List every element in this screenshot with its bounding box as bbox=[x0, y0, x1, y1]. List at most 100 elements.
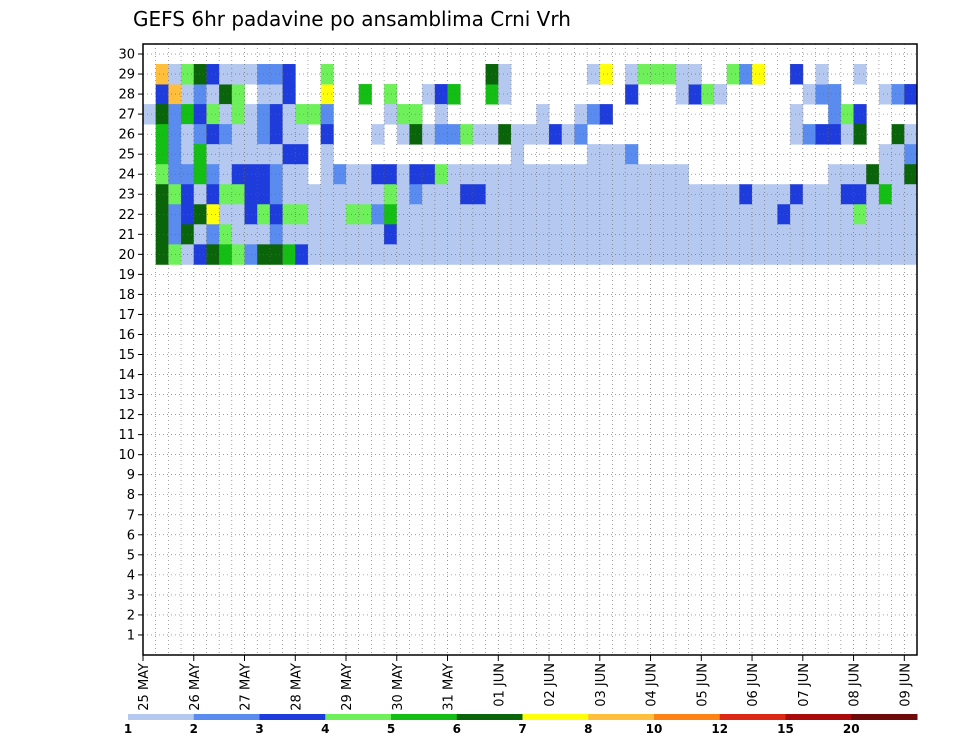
heatmap-cell bbox=[752, 204, 766, 225]
heatmap-cell bbox=[878, 184, 893, 205]
heatmap-cell bbox=[891, 164, 905, 185]
heatmap-cell bbox=[726, 224, 740, 245]
heatmap-cell bbox=[828, 164, 842, 185]
x-tick-label: 08 JUN bbox=[848, 663, 863, 707]
heatmap-cell bbox=[346, 184, 360, 205]
heatmap-cell bbox=[713, 224, 728, 245]
heatmap-cell bbox=[790, 204, 804, 225]
heatmap-cell bbox=[904, 244, 918, 265]
heatmap-cell bbox=[663, 204, 677, 225]
heatmap-cell bbox=[269, 104, 283, 125]
heatmap-cell bbox=[853, 64, 867, 85]
heatmap-cell bbox=[853, 224, 867, 245]
heatmap-cell bbox=[485, 124, 499, 145]
heatmap-cell bbox=[815, 64, 829, 85]
heatmap-cell bbox=[498, 64, 512, 85]
heatmap-cell bbox=[828, 124, 842, 145]
heatmap-cell bbox=[371, 204, 385, 225]
heatmap-cell bbox=[853, 184, 867, 205]
heatmap-cell bbox=[282, 144, 296, 165]
colorbar-label: 10 bbox=[646, 722, 663, 736]
heatmap-cells bbox=[143, 64, 918, 265]
y-tick-label: 30 bbox=[118, 48, 135, 63]
heatmap-cell bbox=[587, 144, 601, 165]
heatmap-cell bbox=[434, 124, 448, 145]
heatmap-cell bbox=[409, 244, 423, 265]
y-tick-label: 11 bbox=[118, 428, 135, 443]
heatmap-cell bbox=[904, 144, 918, 165]
colorbar-label: 6 bbox=[453, 722, 461, 736]
heatmap-cell bbox=[802, 84, 816, 105]
heatmap-cell bbox=[155, 204, 169, 225]
y-tick-label: 15 bbox=[118, 348, 135, 363]
heatmap-cell bbox=[358, 164, 372, 185]
heatmap-cell bbox=[231, 144, 245, 165]
y-tick-label: 23 bbox=[118, 188, 135, 203]
heatmap-cell bbox=[168, 124, 182, 145]
heatmap-cell bbox=[650, 184, 664, 205]
heatmap-cell bbox=[193, 204, 207, 225]
heatmap-cell bbox=[409, 204, 423, 225]
heatmap-cell bbox=[231, 224, 245, 245]
heatmap-cell bbox=[168, 104, 182, 125]
heatmap-cell bbox=[675, 244, 690, 265]
y-tick-label: 7 bbox=[127, 508, 135, 523]
colorbar-label: 7 bbox=[518, 722, 526, 736]
colorbar-swatch bbox=[193, 714, 260, 720]
heatmap-cell bbox=[866, 244, 880, 265]
heatmap-cell bbox=[155, 164, 169, 185]
heatmap-cell bbox=[168, 84, 182, 105]
heatmap-cell bbox=[574, 184, 588, 205]
heatmap-cell bbox=[828, 204, 842, 225]
heatmap-cell bbox=[713, 84, 728, 105]
heatmap-cell bbox=[307, 224, 322, 245]
heatmap-cell bbox=[231, 104, 245, 125]
heatmap-cell bbox=[155, 184, 169, 205]
heatmap-cell bbox=[561, 204, 575, 225]
heatmap-cell bbox=[587, 64, 601, 85]
heatmap-cell bbox=[409, 184, 423, 205]
heatmap-cell bbox=[282, 224, 296, 245]
heatmap-cell bbox=[790, 104, 804, 125]
heatmap-cell bbox=[193, 224, 207, 245]
heatmap-cell bbox=[219, 64, 233, 85]
heatmap-cell bbox=[409, 124, 423, 145]
heatmap-cell bbox=[536, 184, 550, 205]
heatmap-cell bbox=[143, 104, 157, 125]
heatmap-cell bbox=[231, 204, 245, 225]
heatmap-cell bbox=[574, 104, 588, 125]
heatmap-cell bbox=[853, 204, 867, 225]
heatmap-cell bbox=[878, 204, 893, 225]
heatmap-cell bbox=[891, 144, 905, 165]
heatmap-cell bbox=[193, 104, 207, 125]
heatmap-cell bbox=[536, 124, 550, 145]
heatmap-cell bbox=[168, 164, 182, 185]
colorbar-swatch bbox=[522, 714, 589, 720]
heatmap-cell bbox=[485, 64, 499, 85]
heatmap-cell bbox=[675, 64, 690, 85]
colorbar-swatch bbox=[785, 714, 852, 720]
heatmap-cell bbox=[599, 64, 613, 85]
heatmap-cell bbox=[447, 204, 461, 225]
colorbar-swatch bbox=[456, 714, 523, 720]
heatmap-cell bbox=[878, 144, 893, 165]
heatmap-cell bbox=[878, 164, 893, 185]
heatmap-cell bbox=[802, 244, 816, 265]
heatmap-cell bbox=[790, 224, 804, 245]
y-tick-label: 20 bbox=[118, 248, 135, 263]
heatmap-cell bbox=[828, 104, 842, 125]
y-tick-label: 3 bbox=[127, 588, 135, 603]
heatmap-cell bbox=[815, 84, 829, 105]
heatmap-cell bbox=[434, 244, 448, 265]
heatmap-cell bbox=[231, 164, 245, 185]
heatmap-cell bbox=[193, 64, 207, 85]
heatmap-cell bbox=[904, 224, 918, 245]
heatmap-cell bbox=[168, 244, 182, 265]
x-tick-label: 09 JUN bbox=[898, 663, 913, 707]
y-tick-label: 12 bbox=[118, 408, 135, 423]
heatmap-cell bbox=[231, 64, 245, 85]
heatmap-cell bbox=[828, 244, 842, 265]
heatmap-cell bbox=[206, 164, 220, 185]
x-tick-label: 28 MAY bbox=[289, 663, 304, 711]
heatmap-cell bbox=[498, 204, 512, 225]
